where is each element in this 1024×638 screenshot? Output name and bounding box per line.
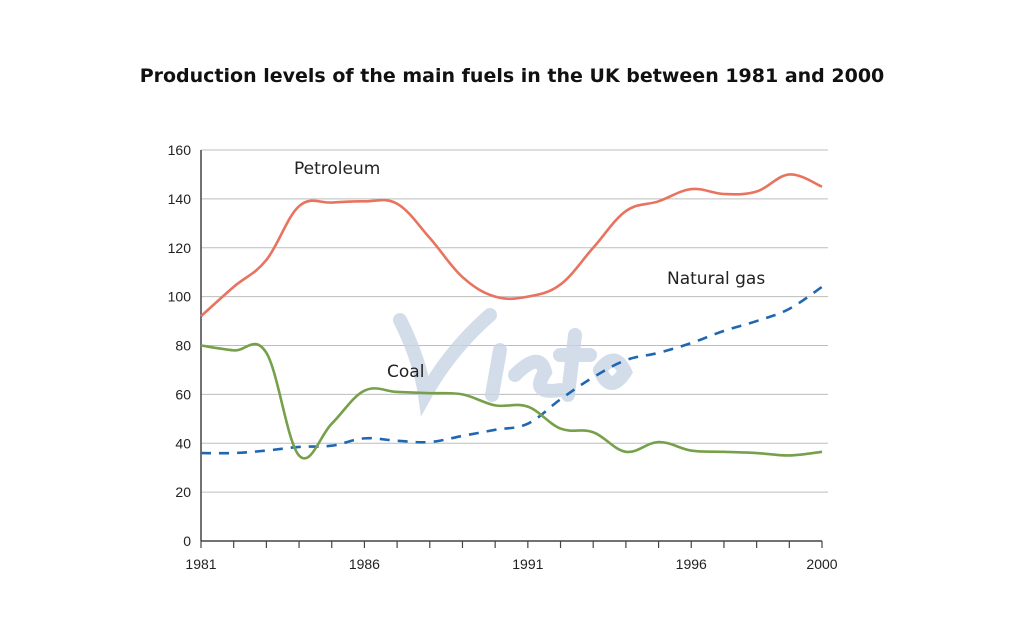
x-tick-label: 1986 bbox=[349, 556, 380, 572]
x-tick-label: 1996 bbox=[676, 556, 707, 572]
chart-title: Production levels of the main fuels in t… bbox=[140, 65, 885, 87]
series-label-petroleum: Petroleum bbox=[294, 159, 380, 179]
y-tick-label: 60 bbox=[175, 386, 191, 402]
y-tick-label: 120 bbox=[168, 240, 192, 256]
series-line-natural-gas bbox=[200, 285, 823, 455]
x-tick-label: 1981 bbox=[185, 556, 216, 572]
axes: 0 20 40 60 80 100 120 140 160 1981 1986 1991 1996 200… bbox=[168, 142, 838, 572]
series-label-coal: Coal bbox=[387, 362, 424, 382]
series-group bbox=[200, 173, 823, 460]
y-tick-label: 100 bbox=[168, 289, 192, 305]
gridlines bbox=[201, 149, 828, 493]
y-tick-label: 0 bbox=[183, 533, 191, 549]
y-tick-label: 80 bbox=[175, 338, 191, 354]
y-tick-label: 40 bbox=[175, 435, 191, 451]
y-tick-label: 20 bbox=[175, 484, 191, 500]
y-tick-label: 140 bbox=[168, 191, 192, 207]
x-tick-label: 2000 bbox=[806, 556, 837, 572]
series-line-coal bbox=[200, 342, 823, 460]
watermark-logo bbox=[393, 308, 633, 417]
series-label-natural-gas: Natural gas bbox=[667, 269, 765, 289]
series-line-petroleum bbox=[200, 173, 823, 318]
x-tick-label: 1991 bbox=[512, 556, 543, 572]
y-tick-label: 160 bbox=[168, 142, 192, 158]
